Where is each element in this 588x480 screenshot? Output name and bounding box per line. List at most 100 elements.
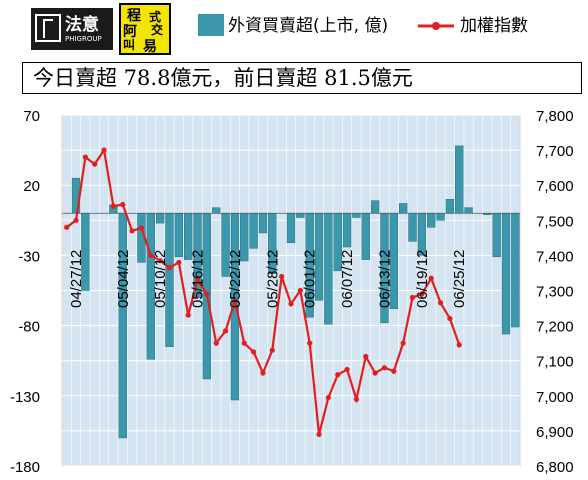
left-axis-tick-label: -80 bbox=[18, 319, 40, 336]
line-point bbox=[381, 365, 388, 371]
line-point bbox=[269, 347, 275, 353]
legend-line-label: 加權指數 bbox=[460, 16, 528, 36]
line-point bbox=[138, 225, 145, 231]
bar bbox=[408, 213, 417, 242]
line-point bbox=[325, 394, 331, 401]
line-point bbox=[307, 340, 313, 346]
right-axis-tick-label: 7,100 bbox=[536, 354, 574, 371]
legend: 外資買賣超(上市, 億) 加權指數 bbox=[198, 14, 528, 36]
bar bbox=[324, 213, 333, 325]
right-axis-tick-label: 7,500 bbox=[536, 213, 574, 230]
line-point bbox=[316, 431, 322, 438]
line-point bbox=[428, 275, 434, 281]
left-axis-tick-label: -180 bbox=[10, 459, 40, 476]
line-point bbox=[110, 203, 117, 209]
line-point bbox=[353, 396, 360, 402]
line-point bbox=[344, 366, 350, 373]
gridlines bbox=[61, 114, 521, 467]
line-point bbox=[260, 370, 266, 376]
right-axis-tick-label: 7,700 bbox=[536, 143, 574, 160]
logo-char: 交 bbox=[151, 23, 164, 37]
left-axis-tick-label: -30 bbox=[18, 248, 40, 265]
right-axis-tick-label: 6,800 bbox=[536, 459, 574, 476]
line-point bbox=[64, 224, 70, 230]
line-point bbox=[419, 291, 425, 297]
line-point bbox=[92, 161, 98, 167]
date-label: 05/10/12 bbox=[152, 250, 169, 308]
legend-line-marker bbox=[432, 22, 440, 30]
line-point bbox=[251, 349, 257, 355]
logo-char: 程 bbox=[127, 8, 141, 24]
line-point bbox=[372, 370, 378, 376]
chart-headline: 今日賣超 78.8億元，前日賣超 81.5億元 bbox=[22, 62, 582, 94]
bar bbox=[398, 203, 408, 214]
line-point bbox=[185, 312, 191, 318]
line-point bbox=[176, 259, 182, 266]
date-label: 06/01/12 bbox=[302, 250, 319, 308]
line-point bbox=[120, 201, 126, 208]
bar bbox=[511, 213, 520, 328]
legend-bar-swatch bbox=[198, 14, 224, 36]
right-axis-tick-label: 6,900 bbox=[536, 424, 574, 441]
logo-name-cn: 法意 bbox=[65, 15, 99, 35]
left-axis-tick-label: 20 bbox=[23, 178, 40, 195]
logo-name-en: PHIGROUP bbox=[65, 35, 102, 43]
bar bbox=[464, 207, 473, 214]
logo-char: 式 bbox=[149, 10, 162, 24]
bar bbox=[342, 213, 352, 248]
line-point bbox=[213, 340, 219, 346]
line-point bbox=[391, 368, 397, 374]
bar bbox=[436, 213, 445, 221]
right-axis-tick-label: 7,400 bbox=[536, 248, 574, 265]
date-label: 06/25/12 bbox=[451, 250, 468, 308]
line-point bbox=[194, 277, 201, 283]
seal-icon bbox=[35, 14, 61, 42]
logo-char: 阿 bbox=[123, 24, 137, 40]
line-point bbox=[400, 340, 406, 346]
program-trading-logo: 程 式 阿 交 叫 易 bbox=[119, 3, 171, 55]
line-point bbox=[157, 258, 163, 264]
date-label: 06/19/12 bbox=[414, 250, 431, 308]
bar bbox=[445, 198, 455, 214]
bar bbox=[174, 213, 184, 258]
bar bbox=[352, 213, 361, 218]
right-axis-tick-label: 7,000 bbox=[536, 389, 574, 406]
line-point bbox=[101, 147, 107, 153]
date-label: 05/22/12 bbox=[227, 250, 244, 308]
logo-char: 易 bbox=[143, 39, 157, 55]
line-point bbox=[288, 301, 294, 307]
bar bbox=[296, 213, 305, 218]
bar bbox=[155, 213, 165, 224]
bar bbox=[417, 213, 427, 256]
bar bbox=[249, 213, 258, 249]
right-axis-tick-label: 7,800 bbox=[536, 108, 574, 125]
line-point bbox=[409, 294, 416, 301]
right-axis-tick-label: 7,200 bbox=[536, 319, 574, 336]
line-point bbox=[82, 154, 88, 160]
line-point bbox=[456, 342, 462, 348]
date-label: 06/13/12 bbox=[376, 250, 393, 308]
bar bbox=[286, 213, 296, 244]
line-point bbox=[166, 265, 173, 271]
left-axis-tick-label: -130 bbox=[10, 389, 40, 406]
date-label: 05/16/12 bbox=[190, 250, 207, 308]
line-point bbox=[241, 340, 247, 346]
right-axis-tick-label: 7,300 bbox=[536, 284, 574, 301]
date-label: 05/04/12 bbox=[115, 250, 132, 308]
bar bbox=[118, 213, 127, 439]
line-point bbox=[447, 315, 453, 322]
legend-bar-label: 外資買賣超(上市, 億) bbox=[228, 16, 388, 36]
bar bbox=[370, 200, 380, 214]
date-label: 04/27/12 bbox=[68, 250, 85, 308]
bar bbox=[427, 213, 436, 228]
bar bbox=[212, 207, 221, 214]
axes: 70 20 -30 -80 -130 -180 7,800 7,700 7,600 7,500 7,… bbox=[10, 108, 574, 476]
logo-char: 叫 bbox=[123, 38, 136, 52]
line-point bbox=[204, 291, 210, 297]
line-point bbox=[232, 298, 238, 304]
line-series bbox=[64, 147, 462, 438]
right-axis-tick-label: 7,600 bbox=[536, 178, 574, 195]
line-point bbox=[148, 252, 154, 258]
bar bbox=[455, 145, 464, 214]
